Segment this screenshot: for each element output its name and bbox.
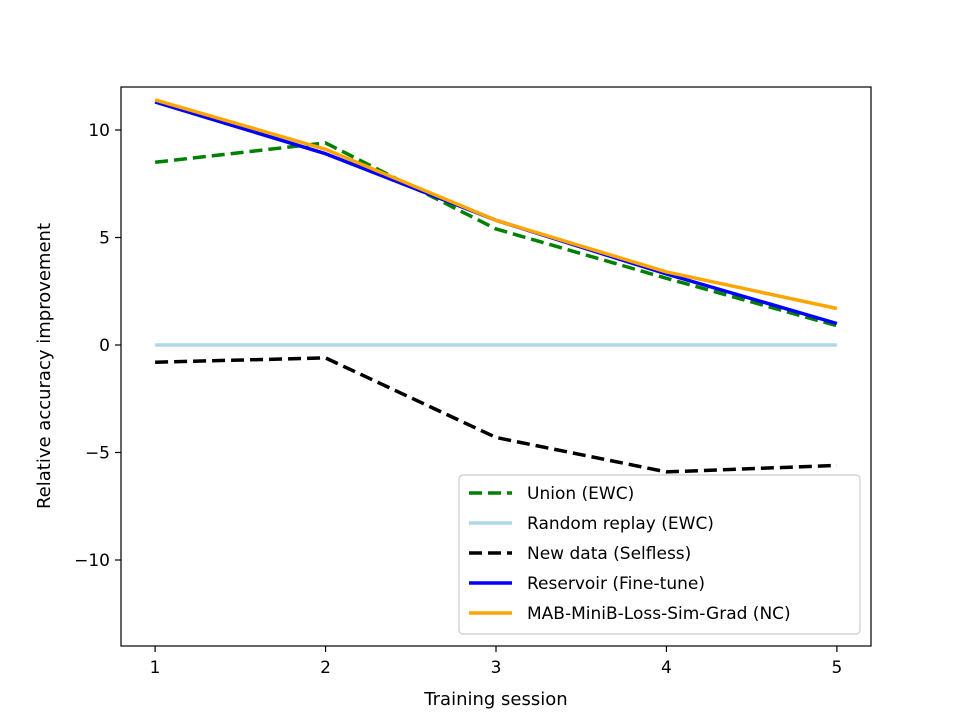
- legend-label-5: MAB-MiniB-Loss-Sim-Grad (NC): [527, 604, 791, 624]
- y-axis-label: Relative accuracy improvement: [34, 223, 55, 509]
- plot-area: [154, 98, 838, 474]
- x-tick-label: 3: [491, 658, 502, 678]
- legend: Union (EWC) Random replay (EWC) New data (…: [458, 474, 861, 635]
- legend-label-1: Union (EWC): [527, 484, 634, 504]
- series-line-1: [154, 141, 838, 328]
- y-tick-label: 5: [99, 229, 110, 249]
- y-tick-label: 10: [88, 121, 110, 141]
- x-tick-label: 5: [831, 658, 842, 678]
- series-line-3: [155, 356, 837, 474]
- y-tick-label: −5: [85, 444, 110, 464]
- y-tick-label: 0: [99, 336, 110, 356]
- legend-box: [458, 474, 861, 635]
- x-tick-label: 2: [320, 658, 331, 678]
- legend-label-2: Random replay (EWC): [527, 514, 714, 534]
- x-tick-label: 1: [150, 658, 161, 678]
- legend-label-3: New data (Selfless): [527, 544, 691, 564]
- x-tick-label: 4: [661, 658, 672, 678]
- series-line-5: [154, 98, 838, 311]
- x-axis-label: Training session: [423, 689, 567, 710]
- y-tick-label: −10: [74, 551, 110, 571]
- axes: 1 2 3 4 5 −10 −5 0 5 10: [74, 86, 872, 678]
- legend-label-4: Reservoir (Fine-tune): [527, 574, 705, 594]
